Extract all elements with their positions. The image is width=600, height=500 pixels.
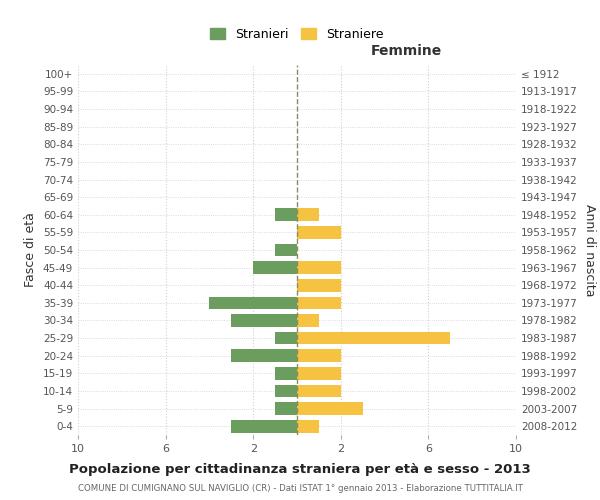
Bar bbox=[297, 332, 450, 344]
Bar bbox=[297, 350, 341, 362]
Bar bbox=[297, 420, 319, 432]
Bar bbox=[297, 314, 319, 327]
Bar bbox=[275, 402, 297, 415]
Text: COMUNE DI CUMIGNANO SUL NAVIGLIO (CR) - Dati ISTAT 1° gennaio 2013 - Elaborazion: COMUNE DI CUMIGNANO SUL NAVIGLIO (CR) - … bbox=[77, 484, 523, 493]
Bar bbox=[232, 350, 297, 362]
Bar bbox=[297, 279, 341, 291]
Bar bbox=[232, 420, 297, 432]
Bar bbox=[275, 367, 297, 380]
Text: Popolazione per cittadinanza straniera per età e sesso - 2013: Popolazione per cittadinanza straniera p… bbox=[69, 462, 531, 475]
Text: Femmine: Femmine bbox=[371, 44, 442, 58]
Bar bbox=[275, 208, 297, 221]
Bar bbox=[297, 402, 362, 415]
Bar bbox=[232, 314, 297, 327]
Bar bbox=[297, 208, 319, 221]
Bar bbox=[297, 262, 341, 274]
Bar bbox=[253, 262, 297, 274]
Bar bbox=[275, 332, 297, 344]
Bar bbox=[297, 296, 341, 309]
Bar bbox=[297, 367, 341, 380]
Y-axis label: Fasce di età: Fasce di età bbox=[25, 212, 37, 288]
Bar bbox=[275, 244, 297, 256]
Bar bbox=[297, 226, 341, 238]
Legend: Stranieri, Straniere: Stranieri, Straniere bbox=[205, 23, 389, 46]
Bar bbox=[297, 384, 341, 398]
Bar bbox=[209, 296, 297, 309]
Y-axis label: Anni di nascita: Anni di nascita bbox=[583, 204, 596, 296]
Bar bbox=[275, 384, 297, 398]
